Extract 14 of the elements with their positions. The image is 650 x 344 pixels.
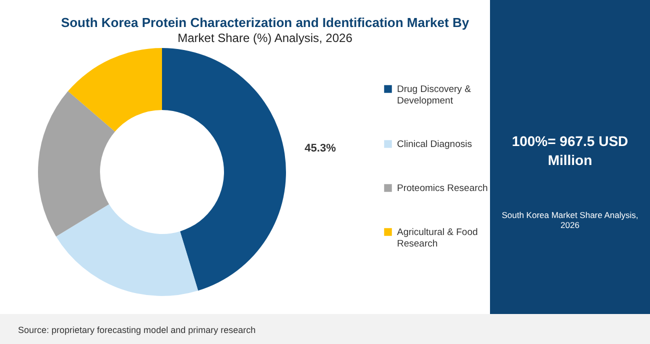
text: South Korea Market Share Analysis, 2026 — [500, 210, 640, 230]
legend-label: Agricultural & Food Research — [397, 227, 478, 250]
legend-label: Proteomics Research — [397, 183, 488, 194]
donut-slice — [38, 91, 115, 236]
donut-slice — [68, 48, 162, 132]
donut-slice — [162, 48, 286, 291]
source-note: Source: proprietary forecasting model and primary research — [18, 325, 256, 335]
donut-slice — [56, 204, 198, 296]
legend-label: Clinical Diagnosis — [397, 139, 472, 150]
chart-title: South Korea Protein Characterization and Identification Market By — [60, 15, 470, 30]
chart-subtitle: Market Share (%) Analysis, 2026 — [178, 31, 353, 45]
data-label: 45.3% — [304, 142, 336, 154]
legend-label: Drug Discovery & Development — [397, 84, 472, 106]
text: 100%= 967.5 USD Million — [510, 132, 630, 170]
